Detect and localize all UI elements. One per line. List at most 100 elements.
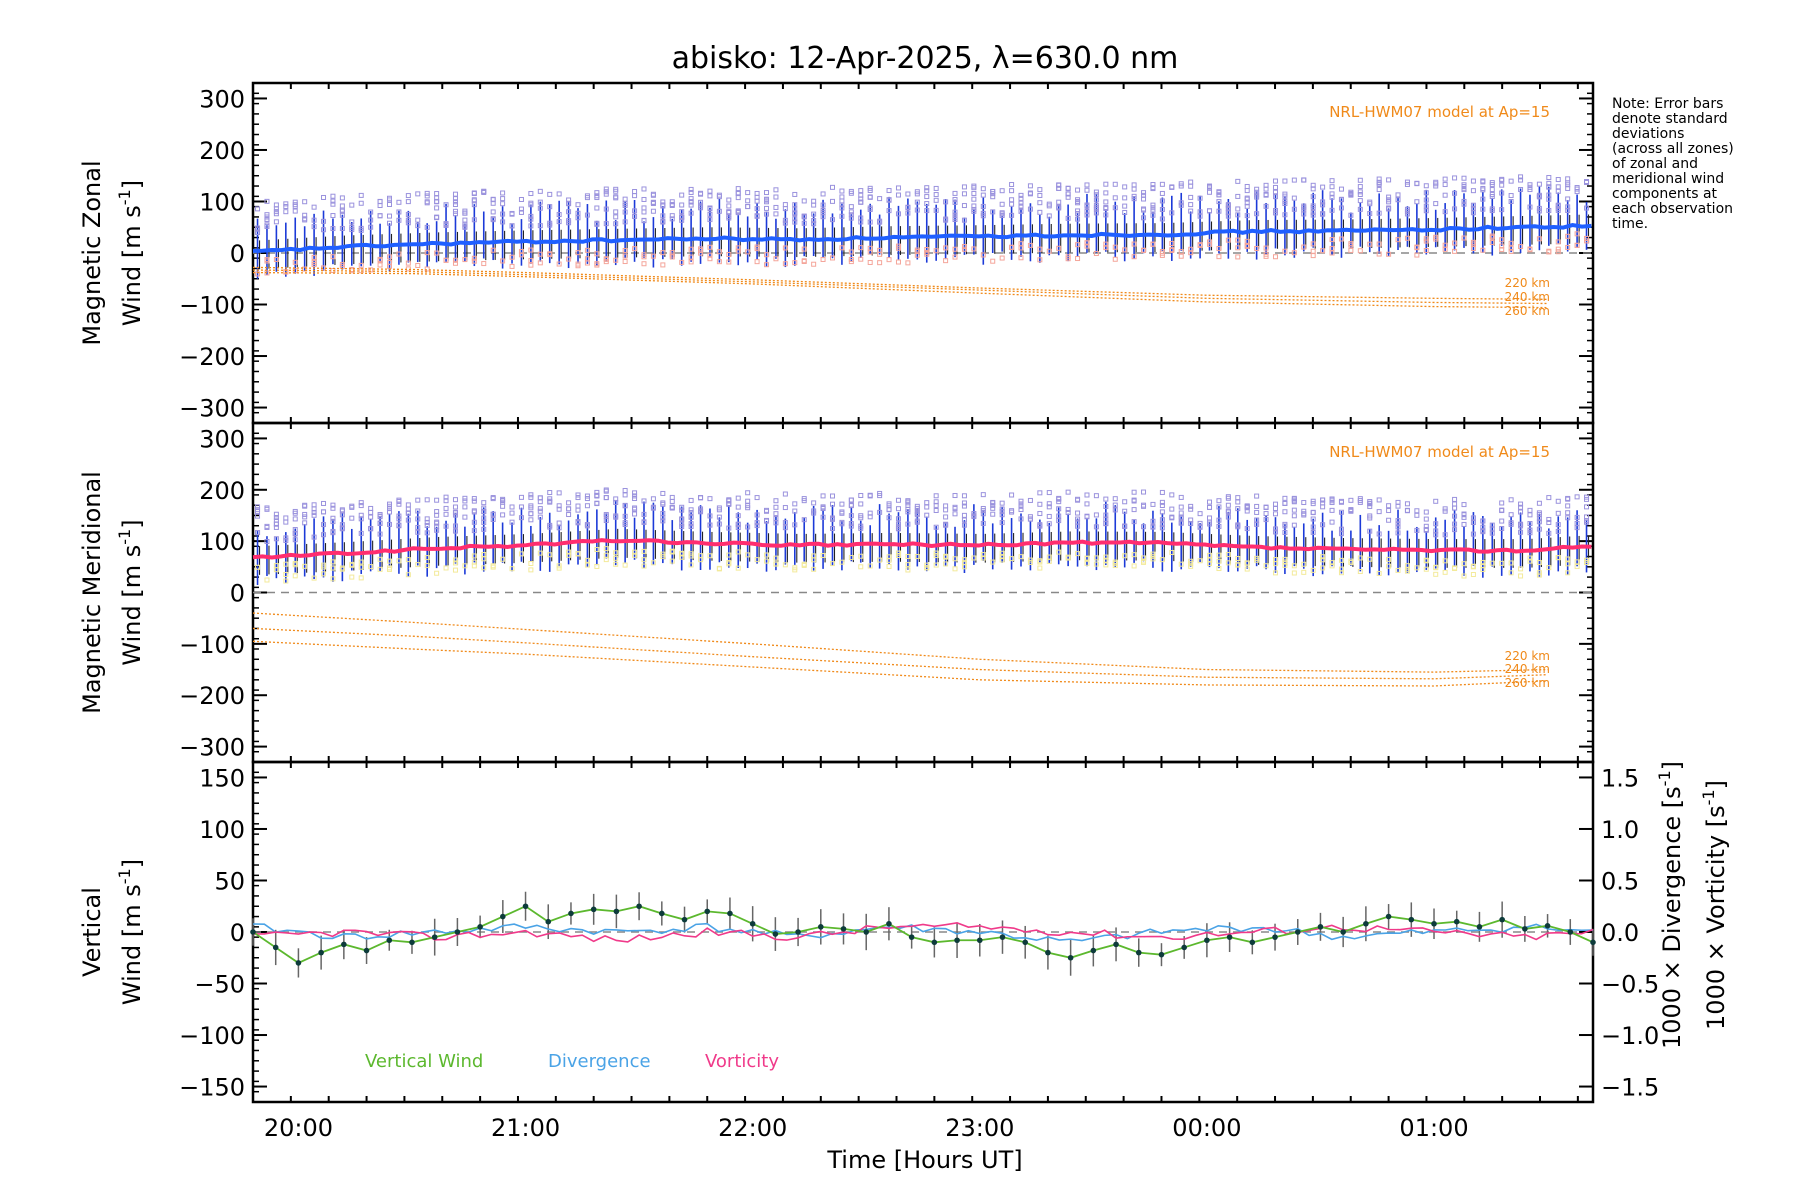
y-axis-units-sup: -1 <box>115 868 134 884</box>
zone-point <box>575 492 581 498</box>
zone-point <box>1122 499 1128 505</box>
zone-point <box>933 562 939 568</box>
zone-point <box>839 188 845 194</box>
zone-point <box>1046 501 1052 507</box>
zone-point <box>1178 504 1184 510</box>
zone-point <box>321 194 327 200</box>
zone-point <box>1329 560 1335 566</box>
zone-point <box>773 561 779 567</box>
zone-point <box>980 203 986 209</box>
zone-point <box>528 511 534 517</box>
zone-point <box>434 497 440 503</box>
y-axis-units-sup: -1 <box>115 529 134 545</box>
zone-point <box>1027 206 1033 212</box>
zone-point <box>1207 189 1213 195</box>
zone-point <box>1225 514 1231 520</box>
zone-point <box>1565 510 1571 516</box>
zone-point <box>980 555 986 561</box>
zone-point <box>726 552 732 558</box>
zone-point <box>1329 194 1335 200</box>
vertical-wind-line <box>252 905 1594 964</box>
zone-point <box>292 537 298 543</box>
vertical-wind-point <box>1431 920 1437 927</box>
zone-point <box>1357 569 1363 575</box>
zone-point <box>1254 189 1260 195</box>
zone-point <box>1546 248 1552 254</box>
zone-point <box>1056 182 1062 188</box>
zone-point <box>961 246 967 252</box>
zone-point <box>434 205 440 211</box>
zone-point <box>698 553 704 559</box>
zone-point <box>1546 495 1552 501</box>
zone-point <box>943 522 949 528</box>
zone-point <box>443 494 449 500</box>
zone-point <box>1150 518 1156 524</box>
vertical-wind-point <box>545 918 552 925</box>
zone-point <box>858 564 864 570</box>
zone-point <box>396 558 402 564</box>
note-line: each observation <box>1612 201 1733 217</box>
zone-point <box>452 199 458 205</box>
zone-point <box>386 566 392 572</box>
zone-point <box>1329 507 1335 513</box>
zone-point <box>283 535 289 541</box>
zone-point <box>971 183 977 189</box>
zone-point <box>801 517 807 523</box>
zone-point <box>773 504 779 510</box>
zone-point <box>632 490 638 496</box>
zone-point <box>858 256 864 262</box>
zone-point <box>1536 519 1542 525</box>
zone-point <box>1470 205 1476 211</box>
zone-point <box>566 201 572 207</box>
zone-point <box>1565 244 1571 250</box>
zone-point <box>698 506 704 512</box>
zone-point <box>688 497 694 503</box>
zone-point <box>264 198 270 204</box>
zone-point <box>905 567 911 573</box>
zone-point <box>1197 524 1203 530</box>
zone-point <box>1197 511 1203 517</box>
zone-point <box>1442 242 1448 248</box>
zone-point <box>688 210 694 216</box>
zone-point <box>660 501 666 507</box>
zone-point <box>707 553 713 559</box>
zone-point <box>1338 499 1344 505</box>
zone-point <box>895 245 901 251</box>
zone-point <box>509 510 515 516</box>
zone-point <box>339 261 345 267</box>
zone-point <box>1037 192 1043 198</box>
zone-point <box>1112 181 1118 187</box>
zone-point <box>424 522 430 528</box>
zone-point <box>848 204 854 210</box>
zone-point <box>1291 495 1297 501</box>
zone-point <box>584 557 590 563</box>
zone-point <box>1075 187 1081 193</box>
zone-point <box>914 199 920 205</box>
vertical-wind-point <box>1090 947 1097 954</box>
zone-point <box>339 203 345 209</box>
zone-point <box>1527 247 1533 253</box>
zone-point <box>1414 508 1420 514</box>
zone-point <box>349 515 355 521</box>
zone-point <box>528 517 534 523</box>
zone-point <box>1027 497 1033 503</box>
zone-point <box>1282 248 1288 254</box>
zone-point <box>764 211 770 217</box>
zone-point <box>971 203 977 209</box>
zone-point <box>424 266 430 272</box>
zone-point <box>1423 190 1429 196</box>
zone-point <box>867 492 873 498</box>
note-line: denote standard <box>1612 111 1728 127</box>
zone-point <box>1452 565 1458 571</box>
zone-point <box>971 196 977 202</box>
zone-point <box>990 258 996 264</box>
zone-point <box>1461 521 1467 527</box>
zone-point <box>575 507 581 513</box>
zone-point <box>1527 558 1533 564</box>
y-axis-title: Magnetic Meridional <box>78 471 106 714</box>
zone-point <box>1461 201 1467 207</box>
zone-point <box>669 558 675 564</box>
zone-point <box>886 257 892 263</box>
zone-point <box>377 213 383 219</box>
